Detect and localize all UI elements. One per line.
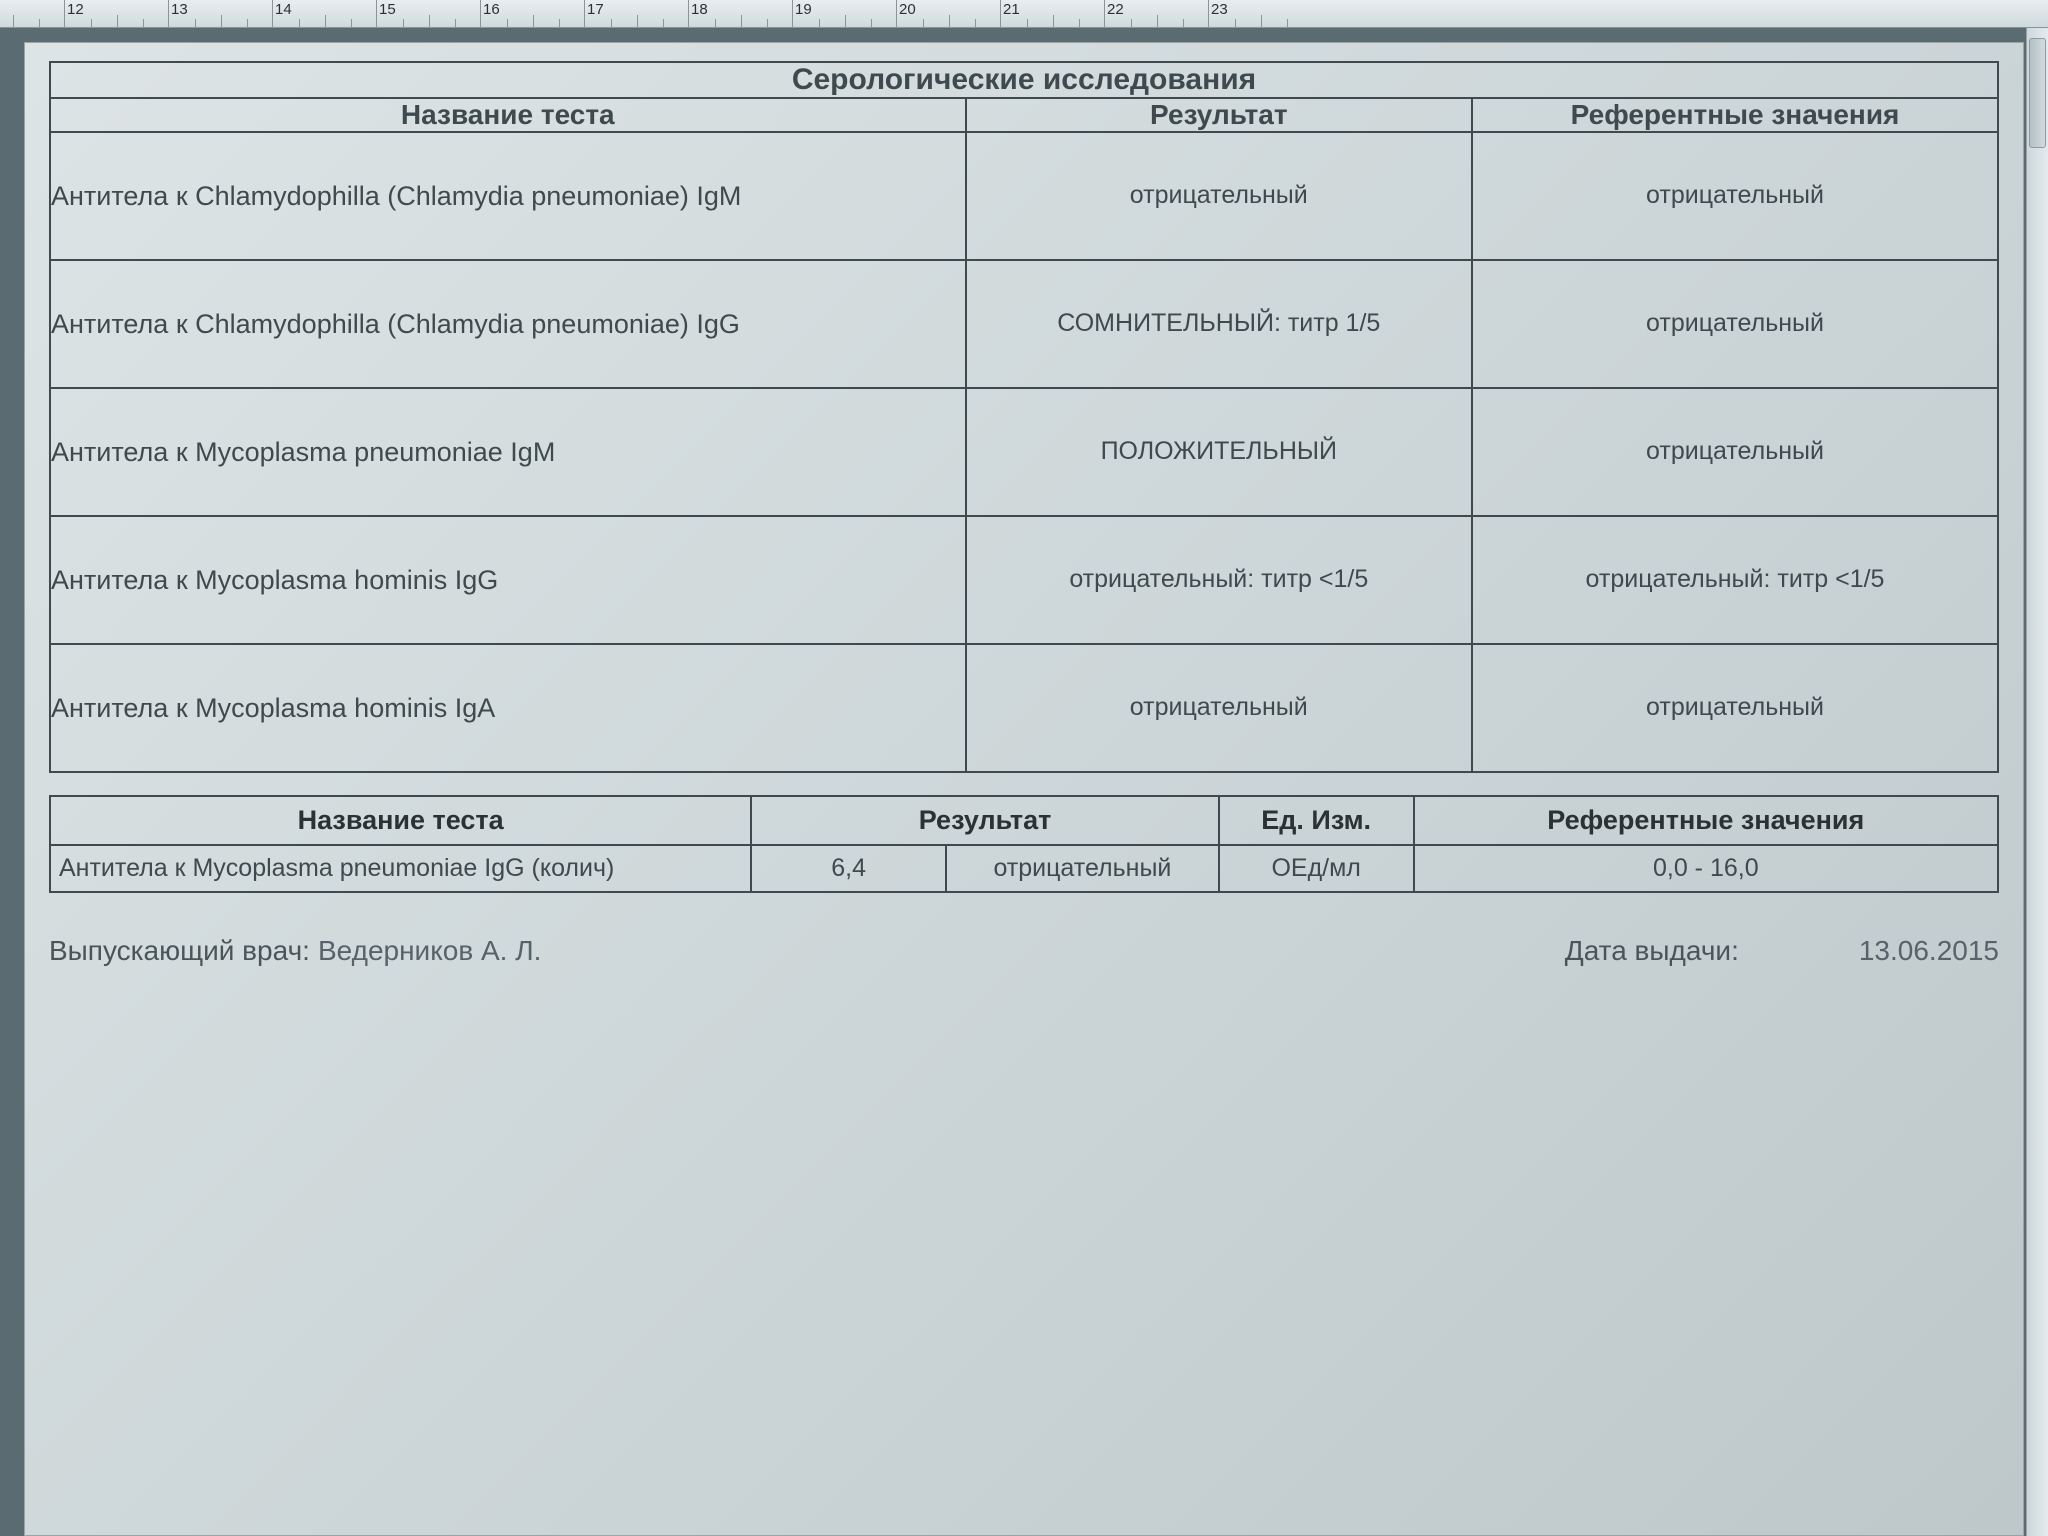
ruler-unit: 17 (584, 0, 688, 27)
test-name-cell: Антитела к Mycoplasma hominis IgG (50, 516, 966, 644)
table-row: Антитела к Chlamydophilla (Chlamydia pne… (50, 132, 1998, 260)
column-header: Результат (751, 796, 1219, 845)
test-name-cell: Антитела к Mycoplasma pneumoniae IgG (ко… (50, 845, 751, 892)
table-row: Антитела к Mycoplasma pneumoniae IgG (ко… (50, 845, 1998, 892)
ruler-unit: 11 (0, 0, 64, 27)
result-cell: отрицательный: титр <1/5 (966, 516, 1472, 644)
test-name-cell: Антитела к Chlamydophilla (Chlamydia pne… (50, 132, 966, 260)
scrollbar-thumb[interactable] (2029, 38, 2046, 148)
ruler-unit: 21 (1000, 0, 1104, 27)
vertical-scrollbar[interactable] (2026, 28, 2048, 1536)
ruler-unit: 19 (792, 0, 896, 27)
result-cell: отрицательный (966, 132, 1472, 260)
column-header: Результат (966, 98, 1472, 132)
ruler-unit: 12 (64, 0, 168, 27)
reference-cell: 0,0 - 16,0 (1414, 845, 1998, 892)
ruler-unit: 14 (272, 0, 376, 27)
ruler-unit: 23 (1208, 0, 1312, 27)
date-value: 13.06.2015 (1859, 935, 1999, 967)
table-row: Антитела к Mycoplasma hominis IgAотрицат… (50, 644, 1998, 772)
date-label: Дата выдачи: (1565, 935, 1739, 967)
test-name-cell: Антитела к Chlamydophilla (Chlamydia pne… (50, 260, 966, 388)
ruler-unit: 18 (688, 0, 792, 27)
column-header: Референтные значения (1414, 796, 1998, 845)
ruler-unit: 13 (168, 0, 272, 27)
reference-cell: отрицательный: титр <1/5 (1472, 516, 1998, 644)
result-cell: СОМНИТЕЛЬНЫЙ: титр 1/5 (966, 260, 1472, 388)
table-row: Антитела к Mycoplasma pneumoniae IgMПОЛО… (50, 388, 1998, 516)
column-header: Название теста (50, 98, 966, 132)
doctor-value: Ведерников А. Л. (318, 935, 541, 967)
reference-cell: отрицательный (1472, 388, 1998, 516)
result-value-cell: 6,4 (751, 845, 946, 892)
quantitative-table: Название тестаРезультатЕд. Изм.Референтн… (49, 795, 1999, 893)
ruler-unit: 15 (376, 0, 480, 27)
page-area: Серологические исследования Название тес… (0, 28, 2048, 1536)
horizontal-ruler: 67891011121314151617181920212223 (0, 0, 2048, 28)
result-qual-cell: отрицательный (946, 845, 1219, 892)
section-title: Серологические исследования (50, 62, 1998, 98)
column-header: Референтные значения (1472, 98, 1998, 132)
ruler-unit: 20 (896, 0, 1000, 27)
document-page: Серологические исследования Название тес… (24, 42, 2024, 1536)
reference-cell: отрицательный (1472, 260, 1998, 388)
reference-cell: отрицательный (1472, 644, 1998, 772)
footer: Выпускающий врач: Ведерников А. Л. Дата … (49, 935, 1999, 967)
serology-table: Серологические исследования Название тес… (49, 61, 1999, 773)
column-header: Ед. Изм. (1219, 796, 1414, 845)
test-name-cell: Антитела к Mycoplasma pneumoniae IgM (50, 388, 966, 516)
result-cell: отрицательный (966, 644, 1472, 772)
table-row: Антитела к Mycoplasma hominis IgGотрицат… (50, 516, 1998, 644)
column-header: Название теста (50, 796, 751, 845)
ruler-unit: 22 (1104, 0, 1208, 27)
table-row: Антитела к Chlamydophilla (Chlamydia pne… (50, 260, 1998, 388)
doctor-label: Выпускающий врач: (49, 935, 310, 967)
unit-cell: ОЕд/мл (1219, 845, 1414, 892)
reference-cell: отрицательный (1472, 132, 1998, 260)
result-cell: ПОЛОЖИТЕЛЬНЫЙ (966, 388, 1472, 516)
ruler-unit: 16 (480, 0, 584, 27)
test-name-cell: Антитела к Mycoplasma hominis IgA (50, 644, 966, 772)
